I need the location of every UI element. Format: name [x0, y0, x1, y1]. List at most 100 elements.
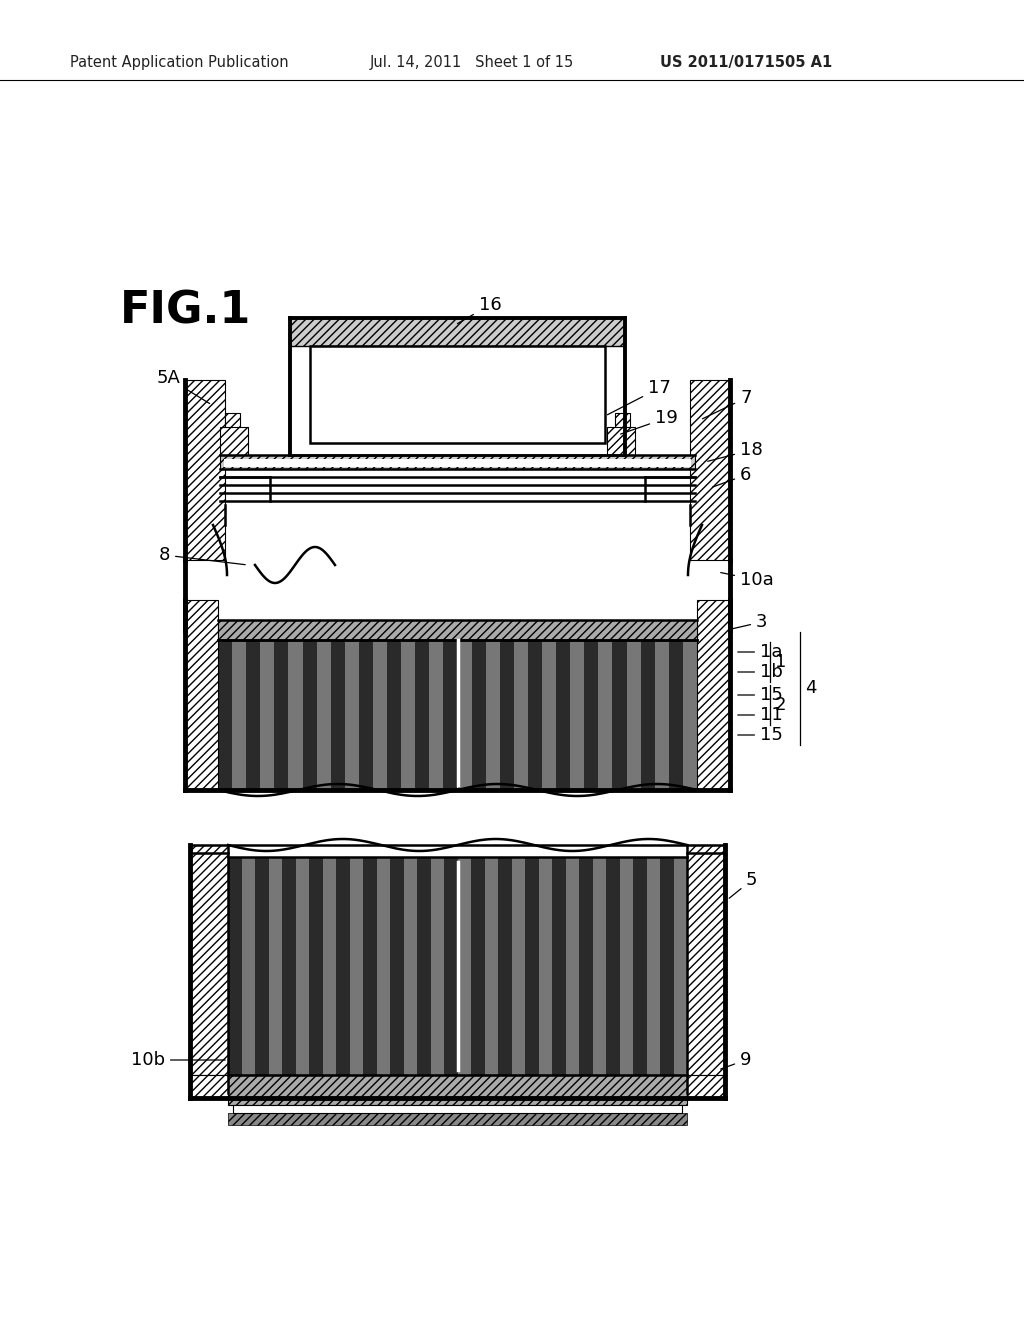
Bar — [641, 640, 654, 789]
Bar — [224, 459, 691, 467]
Bar — [282, 857, 296, 1074]
Bar — [525, 857, 539, 1074]
Bar — [185, 380, 225, 560]
Text: 18: 18 — [708, 441, 763, 461]
Bar — [316, 640, 331, 789]
Bar — [615, 413, 630, 455]
Bar — [390, 857, 403, 1074]
Bar — [472, 640, 485, 789]
Bar — [593, 857, 606, 1074]
Bar — [579, 857, 593, 1074]
Bar — [190, 1074, 725, 1098]
Bar — [310, 346, 605, 444]
Bar — [373, 640, 387, 789]
Bar — [290, 318, 625, 346]
Bar — [458, 640, 472, 789]
Bar — [443, 640, 458, 789]
Bar — [323, 857, 336, 1074]
Bar — [683, 640, 697, 789]
Bar — [669, 640, 683, 789]
Text: 19: 19 — [621, 409, 678, 434]
Text: 8: 8 — [159, 546, 245, 565]
Text: 3: 3 — [730, 612, 768, 631]
Bar — [362, 857, 377, 1074]
Bar — [633, 857, 646, 1074]
Bar — [697, 601, 730, 789]
Bar — [620, 857, 633, 1074]
Text: 17: 17 — [607, 379, 671, 414]
Text: 6: 6 — [713, 466, 752, 487]
Bar — [345, 640, 358, 789]
Bar — [331, 640, 345, 789]
Bar — [260, 640, 274, 789]
Text: US 2011/0171505 A1: US 2011/0171505 A1 — [660, 54, 833, 70]
Bar — [377, 857, 390, 1074]
Bar — [552, 857, 565, 1074]
Bar — [444, 857, 458, 1074]
Bar — [458, 857, 471, 1074]
Bar — [556, 640, 570, 789]
Text: 15: 15 — [737, 726, 783, 744]
Bar — [598, 640, 612, 789]
Bar — [296, 857, 309, 1074]
Bar — [401, 640, 416, 789]
Bar — [220, 426, 248, 455]
Bar — [228, 1113, 687, 1125]
Bar — [218, 620, 697, 640]
Bar — [336, 857, 349, 1074]
Bar — [542, 640, 556, 789]
Bar — [570, 640, 585, 789]
Bar — [358, 640, 373, 789]
Bar — [274, 640, 289, 789]
Bar — [654, 640, 669, 789]
Bar — [687, 845, 725, 1074]
Bar — [627, 640, 641, 789]
Bar — [485, 640, 500, 789]
Bar — [646, 857, 660, 1074]
Bar — [289, 640, 302, 789]
Text: FIG.1: FIG.1 — [120, 290, 251, 333]
Bar — [246, 640, 260, 789]
Text: 5A: 5A — [156, 370, 210, 404]
Text: 5: 5 — [729, 871, 758, 898]
Bar — [185, 601, 218, 789]
Bar — [606, 857, 620, 1074]
Text: 9: 9 — [721, 1051, 752, 1069]
Text: 1: 1 — [775, 653, 786, 671]
Bar — [512, 857, 525, 1074]
Bar — [430, 857, 444, 1074]
Bar — [220, 455, 695, 469]
Bar — [484, 857, 498, 1074]
Bar — [302, 640, 316, 789]
Bar — [612, 640, 627, 789]
Bar — [471, 857, 484, 1074]
Bar — [528, 640, 542, 789]
Bar — [228, 1074, 687, 1105]
Bar — [349, 857, 362, 1074]
Bar — [218, 640, 232, 789]
Text: 1a: 1a — [737, 643, 782, 661]
Text: Patent Application Publication: Patent Application Publication — [70, 54, 289, 70]
Text: 10b: 10b — [131, 1051, 225, 1069]
Text: 15: 15 — [737, 686, 783, 704]
Text: 2: 2 — [775, 696, 786, 714]
Bar — [268, 857, 282, 1074]
Bar — [232, 640, 246, 789]
Bar — [429, 640, 443, 789]
Bar — [539, 857, 552, 1074]
Bar — [514, 640, 528, 789]
Bar — [309, 857, 323, 1074]
Bar — [565, 857, 579, 1074]
Bar — [416, 640, 429, 789]
Bar — [403, 857, 417, 1074]
Bar — [674, 857, 687, 1074]
Text: 1b: 1b — [737, 663, 783, 681]
Text: 16: 16 — [458, 296, 502, 323]
Bar — [690, 380, 730, 560]
Bar — [242, 857, 255, 1074]
Bar — [607, 426, 635, 455]
Bar — [225, 413, 240, 455]
Text: 11: 11 — [737, 706, 782, 723]
Bar — [233, 1105, 682, 1113]
Bar — [500, 640, 514, 789]
